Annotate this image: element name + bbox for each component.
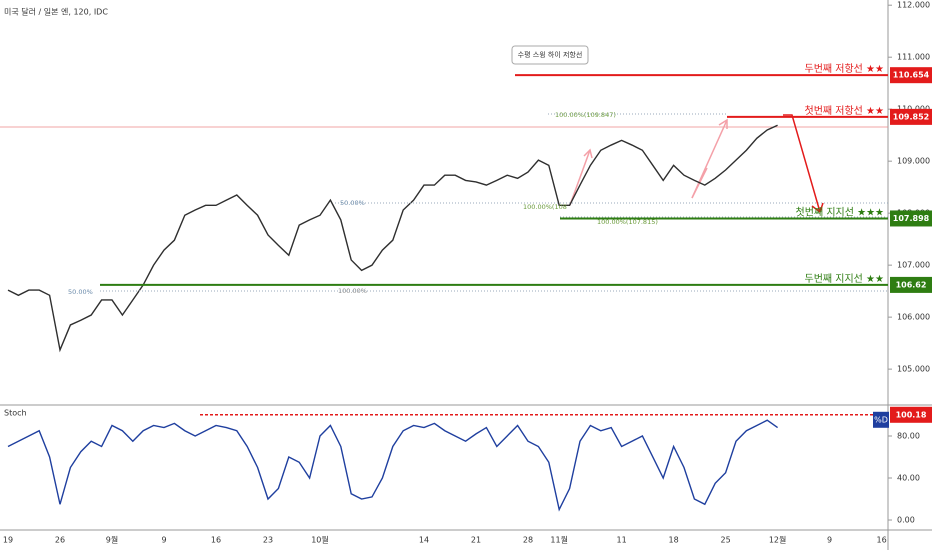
x-tick-label: 11월 [550, 535, 568, 545]
arrow-head [718, 118, 728, 129]
x-tick-label: 18 [669, 536, 679, 545]
x-tick-label: 11 [617, 536, 627, 545]
x-tick-label: 21 [471, 536, 481, 545]
x-tick-label: 12월 [769, 535, 787, 545]
y-tick-label: 106.000 [897, 313, 930, 322]
annotation: 100.00%(107.815) [597, 218, 658, 226]
price-box-label: 110.654 [893, 71, 930, 80]
annotation: 100.00%(108 [523, 203, 567, 211]
annotation: 수평 스윙 하이 저항선 [518, 50, 583, 59]
x-tick-label: 26 [55, 536, 65, 545]
price-box-label: 107.898 [893, 214, 930, 223]
x-tick-label: 28 [523, 536, 533, 545]
annotation-box [511, 45, 589, 65]
chart-title: 미국 달러 / 일본 엔, 120, IDC [4, 7, 108, 17]
annotation: 100.00%(109.847) [555, 111, 616, 119]
y-tick-label: 80.00 [897, 431, 920, 440]
y-tick-label: 40.00 [897, 474, 920, 483]
level-label: 두번째 저항선 ★★ [805, 63, 885, 75]
price-box [890, 210, 932, 227]
y-tick-label: 0.00 [897, 516, 915, 525]
price-box [890, 406, 932, 423]
x-tick-label: 9 [827, 536, 832, 545]
price-box-label: 109.852 [893, 112, 929, 121]
price-box [890, 108, 932, 125]
price-line [7, 124, 778, 353]
x-tick-label: 14 [419, 536, 429, 545]
x-tick-label: 10월 [311, 535, 329, 545]
price-box [890, 67, 932, 84]
x-tick-label: 19 [3, 536, 13, 545]
x-tick-label: 25 [721, 536, 731, 545]
annotation: 50.00% [340, 199, 365, 207]
arrow [783, 114, 821, 213]
y-tick-label: 107.000 [897, 261, 930, 270]
legend-box [873, 411, 889, 428]
arrow-head [583, 148, 593, 159]
price-box [890, 276, 932, 293]
x-tick-label: 16 [211, 536, 221, 545]
x-tick-label: 9 [161, 536, 166, 545]
x-tick-label: 9월 [106, 535, 118, 545]
arrow [569, 149, 591, 206]
stoch-title: Stoch [4, 409, 27, 418]
level-label: 첫번째 저항선 ★★ [805, 105, 885, 117]
legend-label: %D [874, 415, 888, 424]
y-tick-label: 105.000 [897, 365, 930, 374]
y-tick-label: 112.000 [897, 1, 930, 10]
price-box-label: 100.18 [896, 410, 927, 419]
arrow-head [811, 202, 824, 214]
x-tick-label: 23 [263, 536, 273, 545]
price-box-label: 106.62 [896, 280, 927, 289]
level-label: 두번째 지지선 ★★ [805, 273, 885, 285]
stoch-line [7, 419, 779, 512]
annotation: 50.00% [68, 288, 93, 296]
x-tick-label: 16 [877, 536, 887, 545]
level-label: 첫번째 지지선 ★★★ [796, 206, 884, 218]
y-tick-label: 109.000 [897, 157, 930, 166]
y-tick-label: 111.000 [897, 53, 930, 62]
